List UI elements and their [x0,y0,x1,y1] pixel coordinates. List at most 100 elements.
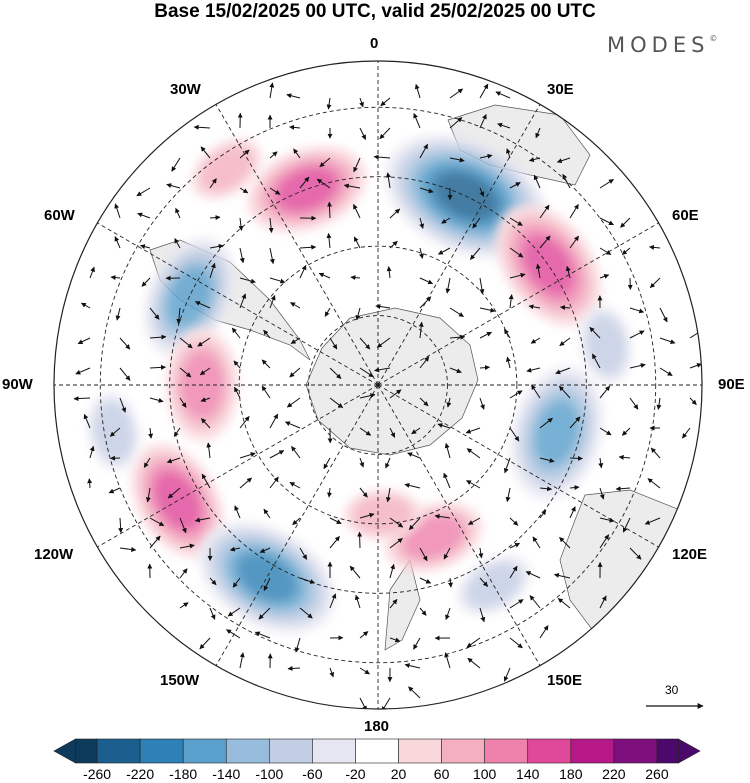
wind-arrow [479,365,490,371]
wind-arrow [449,88,464,99]
wind-arrow [419,577,432,584]
colorbar-tick-label: 220 [602,766,626,782]
wind-arrow [689,397,697,405]
meridian-line [97,222,379,386]
wind-arrow [509,182,521,189]
latitude-circle [238,245,518,525]
wind-arrow [389,599,398,609]
wind-arrow [389,427,396,438]
wind-arrow [419,607,427,616]
wind-arrow [555,367,571,375]
wind-arrow [466,448,481,459]
wind-arrow [329,337,338,350]
wind-arrow [535,127,541,139]
latitude-circle [308,315,448,455]
wind-arrow [414,83,421,99]
wind-arrow [77,337,91,345]
wind-arrow [299,176,310,189]
wind-arrow [539,509,547,519]
wind-arrow [531,384,541,399]
colorbar-swatch [613,738,658,764]
wind-arrow [119,337,131,350]
wind-arrow [171,157,181,172]
wind-arrow [407,452,421,459]
wind-arrow [629,397,639,410]
wind-arrow [119,367,131,381]
colorbar-swatch [312,738,356,764]
wind-arrow [239,293,247,309]
wind-arrow [479,153,493,159]
colorbar-tick-label: 100 [472,766,497,782]
wind-arrow [201,473,211,489]
wind-arrow [615,486,631,492]
wind-arrow [419,547,428,562]
wind-arrow [443,472,451,489]
wind-arrow [419,217,425,229]
wind-arrow [598,457,604,469]
colorbar-swatch [182,738,227,764]
meridian-line [215,104,379,386]
wind-arrow [286,93,301,99]
wind-arrow [269,82,275,99]
wind-arrow [509,272,526,279]
wind-arrow [175,207,181,219]
colorbar-swatch [355,738,399,764]
wind-arrow [569,455,583,461]
wind-arrow [194,301,211,309]
wind-arrow [289,367,301,378]
wind-arrow [411,427,421,435]
wind-arrow [449,334,466,340]
wind-arrow [80,302,91,309]
wind-arrow [589,326,601,339]
colorbar-swatch [441,738,485,764]
wind-arrow [381,697,391,709]
wind-arrow [299,244,317,250]
wind-arrow [509,247,524,258]
wind-arrow [194,517,211,523]
wind-arrow [495,91,511,99]
wind-arrow [472,217,481,229]
wind-arrow [528,157,541,163]
wind-arrow [497,122,511,129]
wind-arrow [557,598,571,609]
wind-arrow [479,331,492,339]
wind-arrow [254,631,271,639]
wind-arrow [110,275,121,281]
wind-arrow [446,397,452,408]
wind-arrow [234,386,241,399]
wind-arrow [269,151,278,159]
wind-arrow [434,513,451,519]
colorbar-swatch [225,738,270,764]
wind-arrow [263,508,271,519]
wind-arrow [149,307,160,320]
wind-arrow [419,143,429,159]
wind-arrow [87,478,93,489]
wind-arrow [569,485,580,491]
wind-arrow [75,367,91,375]
wind-arrow [114,236,121,249]
wind-arrow [503,457,511,474]
wind-arrow [659,307,668,323]
wind-arrow [329,397,344,409]
wind-arrow [318,272,331,279]
wind-arrow [239,416,250,429]
colorbar-tick-label: -100 [255,766,284,782]
lon-label-0: 0 [370,35,379,52]
wind-arrow [209,262,216,279]
lon-label-120w: 120W [34,546,74,563]
wind-arrow [437,247,451,255]
wind-arrow [290,302,301,309]
wind-arrow [167,487,181,499]
colorbar-tick-label: -260 [83,766,112,782]
wind-arrow [479,607,486,623]
wind-arrow [408,517,421,531]
colorbar-swatch [269,738,313,764]
wind-arrow [357,531,363,549]
wind-arrow [445,607,451,620]
wind-arrow [599,517,615,523]
wind-arrow [261,359,271,369]
wind-arrow [419,187,434,194]
wind-arrow [533,174,541,189]
wind-arrow [359,667,370,675]
wind-arrow [539,486,553,492]
